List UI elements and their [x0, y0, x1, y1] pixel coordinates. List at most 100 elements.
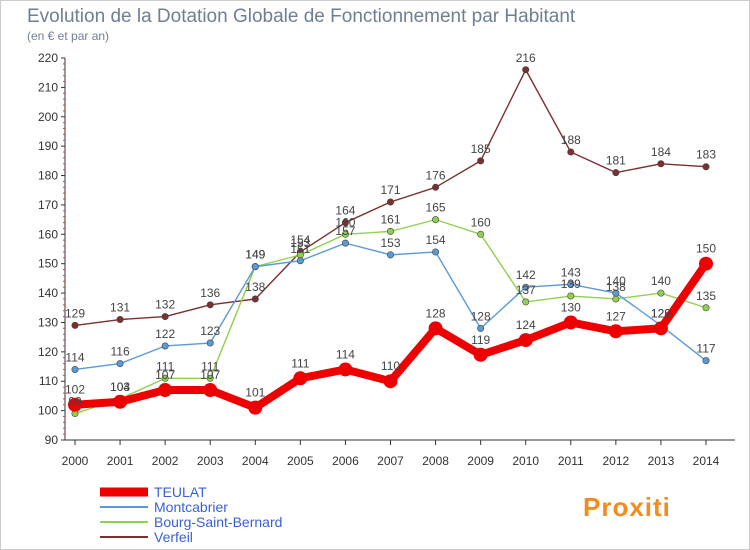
- x-tick-label: 2005: [287, 454, 314, 468]
- data-label-bourg-saint-bernard: 160: [335, 215, 355, 229]
- data-label-teulat: 107: [155, 368, 175, 382]
- data-label-montcabrier: 116: [111, 345, 130, 359]
- legend-label-montcabrier: Montcabrier: [154, 499, 228, 515]
- data-point-verfeil: [71, 321, 79, 329]
- legend-label-bourg-saint-bernard: Bourg-Saint-Bernard: [154, 514, 282, 530]
- data-label-verfeil: 129: [65, 306, 85, 320]
- x-tick-label: 2004: [242, 454, 269, 468]
- data-point-verfeil: [567, 148, 575, 156]
- y-tick-label: 190: [38, 139, 58, 153]
- data-point-montcabrier: [386, 251, 394, 259]
- data-label-verfeil: 138: [245, 280, 265, 294]
- legend-label-teulat: TEULAT: [154, 484, 207, 500]
- data-label-montcabrier: 157: [335, 224, 355, 238]
- data-label-bourg-saint-bernard: 149: [245, 248, 265, 262]
- data-point-teulat: [518, 333, 533, 348]
- chart-subtitle: (en € et par an): [27, 29, 109, 43]
- data-label-montcabrier: 114: [65, 350, 84, 364]
- x-tick-label: 2008: [422, 454, 449, 468]
- data-label-teulat: 128: [651, 306, 671, 320]
- legend-label-verfeil: Verfeil: [154, 529, 193, 545]
- y-tick-label: 100: [38, 404, 58, 418]
- data-point-verfeil: [386, 198, 394, 206]
- data-point-verfeil: [522, 66, 530, 74]
- data-label-montcabrier: 153: [380, 236, 400, 250]
- data-label-verfeil: 136: [200, 286, 220, 300]
- data-label-verfeil: 131: [110, 301, 130, 315]
- data-point-bourg-saint-bernard: [702, 304, 710, 312]
- data-label-teulat: 101: [245, 386, 265, 400]
- data-point-montcabrier: [477, 324, 485, 332]
- x-tick-label: 2000: [62, 454, 89, 468]
- data-point-teulat: [158, 383, 173, 398]
- y-tick-label: 220: [38, 51, 58, 65]
- data-label-teulat: 111: [291, 356, 310, 370]
- data-point-verfeil: [161, 313, 169, 321]
- data-point-montcabrier: [296, 257, 304, 265]
- data-point-verfeil: [657, 160, 665, 168]
- data-point-verfeil: [116, 316, 124, 324]
- data-label-verfeil: 188: [561, 133, 581, 147]
- data-label-montcabrier: 128: [471, 309, 491, 323]
- data-label-teulat: 102: [65, 383, 85, 397]
- data-label-teulat: 103: [110, 380, 130, 394]
- data-label-montcabrier: 140: [606, 274, 626, 288]
- data-label-bourg-saint-bernard: 140: [651, 274, 671, 288]
- x-tick-label: 2006: [332, 454, 359, 468]
- data-point-bourg-saint-bernard: [657, 289, 665, 297]
- data-point-teulat: [563, 315, 578, 330]
- data-point-teulat: [653, 321, 668, 336]
- data-label-verfeil: 154: [290, 233, 310, 247]
- data-label-bourg-saint-bernard: 99: [68, 395, 82, 409]
- data-point-montcabrier: [206, 339, 214, 347]
- data-label-teulat: 119: [471, 333, 490, 347]
- data-label-bourg-saint-bernard: 104: [110, 380, 130, 394]
- data-point-montcabrier: [702, 357, 710, 365]
- data-label-montcabrier: 154: [426, 233, 446, 247]
- data-point-verfeil: [702, 163, 710, 171]
- data-label-montcabrier: 117: [696, 342, 715, 356]
- y-tick-label: 180: [38, 169, 58, 183]
- data-point-bourg-saint-bernard: [522, 298, 530, 306]
- y-tick-label: 160: [38, 227, 58, 241]
- chart-title: Evolution de la Dotation Globale de Fonc…: [27, 6, 576, 27]
- y-tick-label: 110: [39, 374, 58, 388]
- data-point-bourg-saint-bernard: [477, 230, 485, 238]
- data-point-montcabrier: [612, 289, 620, 297]
- data-point-verfeil: [251, 295, 259, 303]
- x-tick-label: 2003: [197, 454, 224, 468]
- data-label-montcabrier: 149: [245, 248, 265, 262]
- data-point-bourg-saint-bernard: [341, 230, 349, 238]
- data-point-teulat: [68, 397, 82, 412]
- data-point-teulat: [203, 383, 218, 398]
- data-point-teulat: [293, 371, 308, 386]
- y-tick-label: 130: [38, 315, 58, 329]
- data-label-montcabrier: 129: [651, 306, 671, 320]
- x-tick-label: 2010: [512, 454, 539, 468]
- data-label-bourg-saint-bernard: 160: [471, 215, 491, 229]
- data-label-verfeil: 164: [335, 204, 355, 218]
- data-point-montcabrier: [567, 280, 575, 288]
- data-point-bourg-saint-bernard: [612, 295, 620, 303]
- data-point-montcabrier: [116, 360, 124, 368]
- data-point-teulat: [383, 374, 398, 389]
- data-label-verfeil: 171: [380, 183, 400, 197]
- data-label-bourg-saint-bernard: 139: [561, 277, 581, 291]
- y-tick-label: 150: [38, 257, 58, 271]
- data-point-montcabrier: [522, 283, 530, 291]
- data-point-montcabrier: [71, 365, 79, 373]
- axes: 9010011012013014015016017018019020021022…: [38, 51, 735, 468]
- x-tick-label: 2009: [467, 454, 494, 468]
- data-point-teulat: [248, 400, 263, 415]
- y-tick-label: 170: [38, 198, 58, 212]
- data-label-teulat: 150: [696, 242, 716, 256]
- data-point-verfeil: [341, 219, 349, 227]
- data-label-bourg-saint-bernard: 135: [696, 289, 716, 303]
- data-label-teulat: 110: [381, 359, 400, 373]
- data-point-bourg-saint-bernard: [386, 227, 394, 235]
- data-label-bourg-saint-bernard: 161: [380, 212, 400, 226]
- x-tick-label: 2014: [693, 454, 720, 468]
- proxiti-logo: Proxiti: [583, 492, 670, 522]
- x-tick-label: 2012: [603, 454, 630, 468]
- data-point-verfeil: [612, 169, 620, 177]
